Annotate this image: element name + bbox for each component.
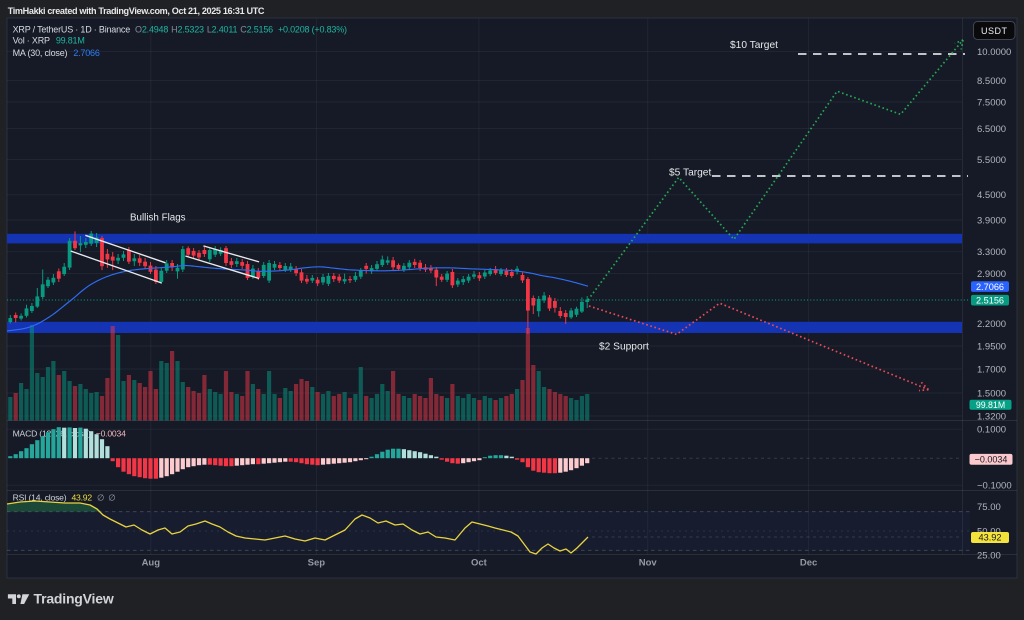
svg-text:43.92: 43.92 (979, 533, 1002, 543)
svg-text:USDT: USDT (981, 26, 1008, 36)
svg-text:2.2000: 2.2000 (977, 319, 1006, 330)
svg-text:Sep: Sep (308, 558, 326, 569)
svg-text:Oct: Oct (471, 558, 488, 569)
svg-text:1.3200: 1.3200 (977, 411, 1006, 422)
svg-text:3.3000: 3.3000 (977, 247, 1006, 258)
svg-text:99.81M: 99.81M (976, 400, 1005, 410)
svg-text:Dec: Dec (800, 558, 817, 569)
svg-text:75.00: 75.00 (977, 502, 1001, 513)
svg-text:3.9000: 3.9000 (977, 215, 1006, 226)
svg-text:Nov: Nov (639, 558, 658, 569)
svg-text:1.7000: 1.7000 (977, 364, 1006, 375)
svg-text:6.5000: 6.5000 (977, 124, 1006, 135)
svg-text:4.5000: 4.5000 (977, 190, 1006, 201)
svg-text:50.00: 50.00 (977, 526, 1001, 537)
svg-text:−0.1000: −0.1000 (977, 481, 1012, 492)
svg-text:MA (30, close)2.7066: MA (30, close) 2.7066 (13, 48, 100, 58)
svg-text:$10 Target: $10 Target (730, 40, 778, 51)
svg-text:2.5156: 2.5156 (976, 295, 1004, 305)
svg-text:1.5000: 1.5000 (977, 388, 1006, 399)
svg-text:25.00: 25.00 (977, 550, 1001, 561)
svg-text:TradingView: TradingView (34, 591, 114, 607)
svg-text:1.9500: 1.9500 (977, 341, 1006, 352)
svg-text:8.5000: 8.5000 (977, 76, 1006, 87)
svg-text:Bullish Flags: Bullish Flags (130, 213, 186, 224)
svg-text:10.0000: 10.0000 (977, 47, 1011, 58)
svg-text:$5 Target: $5 Target (669, 168, 711, 179)
svg-text:−0.0034: −0.0034 (975, 455, 1008, 465)
svg-text:2.9000: 2.9000 (977, 269, 1006, 280)
svg-text:RSI (14, close)43.92∅∅: RSI (14, close) 43.92 ∅ ∅ (13, 492, 117, 502)
svg-text:7.5000: 7.5000 (977, 97, 1006, 108)
svg-text:$2 Support: $2 Support (599, 342, 649, 353)
svg-text:Aug: Aug (142, 558, 161, 569)
svg-text:2.7066: 2.7066 (976, 282, 1004, 292)
svg-text:TimHakki created with TradingV: TimHakki created with TradingView.com, O… (8, 6, 265, 16)
svg-text:0.1000: 0.1000 (977, 425, 1006, 436)
svg-text:5.5000: 5.5000 (977, 155, 1006, 166)
